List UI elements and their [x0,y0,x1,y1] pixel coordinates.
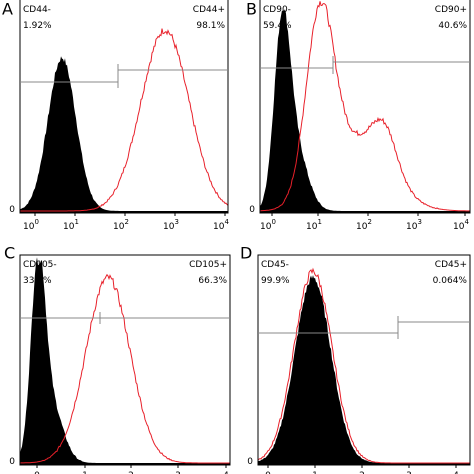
tick-base: 10 [260,222,272,232]
positive-label: CD45+ [435,260,467,270]
tick-base: 10 [63,222,75,232]
negative-percent: 33.7% [23,276,52,286]
tick-base: 10 [356,222,368,232]
negative-percent: 99.9% [261,276,290,286]
x-tick-label: 2 [128,471,134,474]
x-tick-label: 2 [359,471,365,474]
x-tick-label: 1 [312,471,318,474]
negative-label: CD90- [263,5,291,15]
negative-histogram [20,56,228,214]
negative-label: CD105- [23,260,57,270]
negative-histogram [260,9,470,214]
tick-exponent: 2 [124,218,128,226]
tick-base: 10 [23,222,35,232]
x-tick-label: 1 [82,471,88,474]
x-tick-label: 3 [406,471,412,474]
tick-base: 10 [113,222,125,232]
tick-exponent: 1 [74,218,78,226]
tick-base: 10 [453,222,465,232]
stained-histogram [20,28,229,212]
x-tick-label: 101 [306,218,322,232]
x-tick-label: 100 [23,218,39,232]
y-tick-label: 0 [247,457,253,467]
tick-exponent: 3 [417,218,421,226]
x-tick-label: 102 [113,218,129,232]
x-tick-label: 0 [265,471,271,474]
panel-letter: A [2,0,13,19]
positive-percent: 0.064% [433,276,468,286]
stained-histogram [260,1,470,212]
y-tick-label: 0 [249,205,255,215]
x-tick-label: 3 [175,471,181,474]
negative-percent: 1.92% [23,21,52,31]
negative-percent: 59.4% [263,21,292,31]
positive-percent: 40.6% [438,21,467,31]
x-tick-label: 104 [213,218,229,232]
panel-letter: D [240,244,252,263]
plot-frame [19,254,231,466]
negative-histogram [258,275,470,465]
tick-base: 10 [163,222,175,232]
panel-letter: B [246,0,257,19]
plot-frame [257,254,471,466]
x-tick-label: 4 [453,471,459,474]
tick-exponent: 4 [464,218,469,226]
x-tick-label: 4 [223,471,229,474]
x-tick-label: 104 [453,218,469,232]
x-tick-label: 0 [34,471,40,474]
positive-label: CD90+ [435,5,467,15]
x-tick-label: 103 [406,218,422,232]
tick-exponent: 4 [224,218,229,226]
x-tick-label: 101 [63,218,79,232]
stained-histogram [20,273,230,464]
x-tick-label: 100 [260,218,276,232]
tick-exponent: 3 [174,218,178,226]
tick-base: 10 [213,222,225,232]
tick-base: 10 [406,222,418,232]
positive-label: CD105+ [189,260,227,270]
tick-exponent: 0 [271,218,275,226]
tick-exponent: 2 [367,218,371,226]
negative-label: CD45- [261,260,289,270]
negative-histogram [20,257,230,465]
y-tick-label: 0 [9,457,15,467]
tick-exponent: 0 [34,218,38,226]
positive-percent: 98.1% [196,21,225,31]
panel: C CD105- 33.7% CD105+ 66.3% 0 0 1 2 3 4 [4,244,231,474]
tick-exponent: 1 [317,218,321,226]
y-tick-label: 0 [9,205,15,215]
x-tick-label: 103 [163,218,179,232]
stained-histogram [257,267,470,464]
plot-frame [19,0,229,214]
positive-label: CD44+ [193,5,225,15]
panel-letter: C [4,244,15,263]
plot-frame [259,0,471,214]
negative-label: CD44- [23,5,51,15]
tick-base: 10 [306,222,318,232]
x-tick-label: 102 [356,218,372,232]
positive-percent: 66.3% [198,276,227,286]
panel: D CD45- 99.9% CD45+ 0.064% 0 0 1 2 3 4 [240,244,471,474]
